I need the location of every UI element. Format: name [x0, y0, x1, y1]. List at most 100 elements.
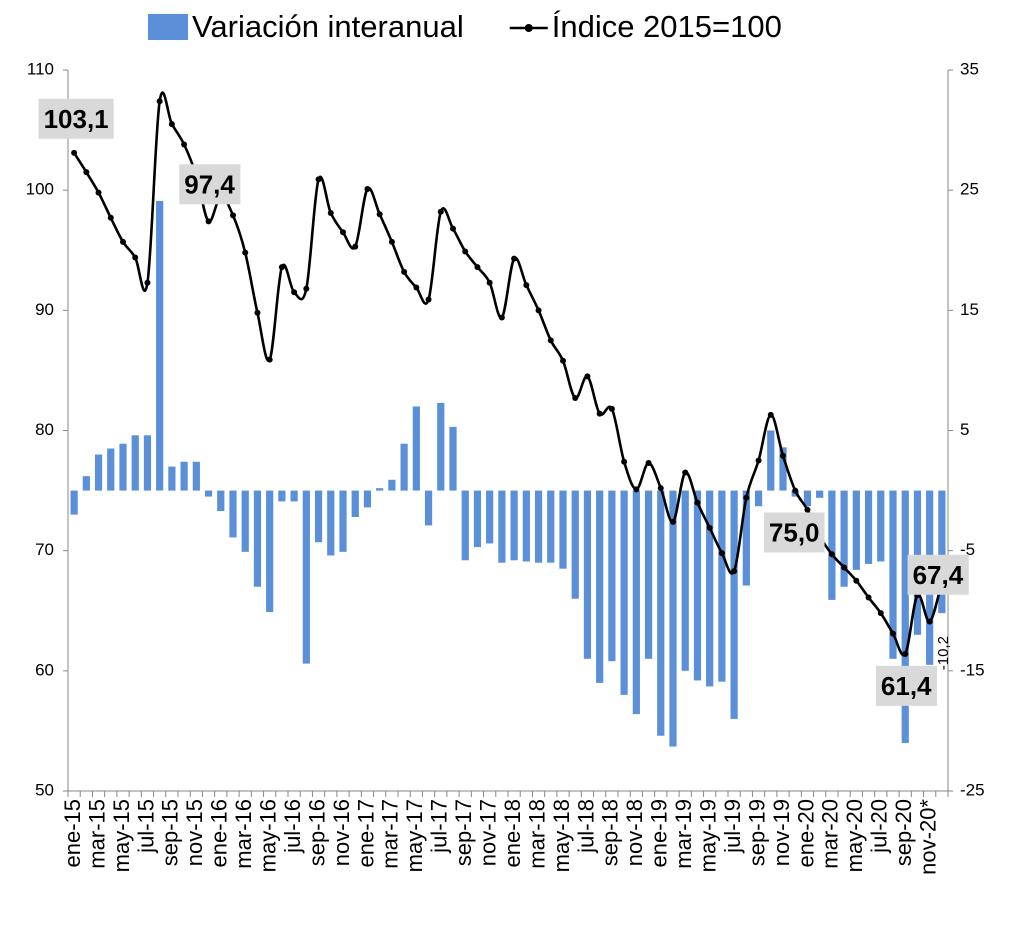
x-tick-label: sep-20: [891, 799, 916, 866]
index-marker: [107, 214, 114, 221]
bar: [779, 447, 787, 491]
y2-tick-label: 5: [960, 420, 969, 439]
index-marker: [547, 337, 554, 344]
index-marker: [437, 208, 444, 215]
index-marker: [278, 264, 285, 271]
index-marker: [364, 185, 371, 192]
y-tick-label: 90: [35, 300, 54, 319]
x-tick-label: may-16: [255, 799, 280, 872]
index-marker: [523, 282, 530, 289]
bar: [400, 443, 408, 491]
bar: [681, 490, 689, 671]
index-marker: [474, 264, 481, 271]
bar: [510, 490, 518, 561]
line-value-label: 67,4: [913, 560, 964, 590]
bar: [657, 490, 665, 736]
bar: [70, 490, 78, 515]
index-marker: [645, 459, 652, 466]
y2-tick-label: 35: [960, 59, 979, 78]
y2-tick-label: -15: [960, 660, 985, 679]
index-marker: [425, 296, 432, 303]
bar: [938, 490, 946, 614]
index-marker: [890, 630, 896, 637]
index-marker: [486, 279, 493, 286]
bar: [620, 490, 628, 695]
bar: [706, 490, 714, 687]
bar: [730, 490, 738, 719]
index-marker: [120, 238, 126, 245]
value-label-group: 75,0: [763, 512, 825, 553]
value-label-box: [875, 665, 938, 706]
index-marker: [853, 577, 860, 584]
bar: [314, 490, 323, 543]
value-label-box: [907, 554, 969, 595]
index-marker: [181, 141, 188, 148]
index-marker: [877, 610, 884, 617]
bar: [559, 490, 567, 569]
bar: [192, 461, 200, 491]
bar: [168, 466, 176, 491]
bar: [498, 490, 506, 563]
index-marker: [718, 550, 725, 557]
index-marker: [462, 248, 469, 255]
bar: [327, 490, 335, 556]
x-tick-label: sep-18: [598, 799, 623, 866]
bar: [608, 490, 616, 662]
bar: [253, 490, 262, 587]
bar: [82, 476, 90, 491]
x-tick-label: nov-18: [622, 799, 647, 866]
index-marker: [450, 225, 456, 232]
index-marker: [608, 405, 615, 412]
bar: [412, 406, 420, 491]
x-tick-label: nov-19: [769, 799, 794, 866]
index-marker: [71, 149, 78, 156]
legend-label: Variación interanual: [192, 9, 464, 44]
x-tick-label: may-18: [549, 799, 574, 872]
bar: [718, 490, 726, 682]
index-marker: [340, 229, 346, 236]
bar: [791, 490, 799, 497]
y2-tick-label: -5: [960, 540, 975, 559]
x-tick-label: sep-16: [304, 799, 329, 866]
index-marker: [755, 457, 762, 464]
legend-marker: [524, 24, 533, 32]
x-tick-label: mar-19: [671, 799, 696, 869]
x-tick-label: nov-16: [329, 799, 354, 866]
value-label-box: [179, 164, 241, 205]
bar: [693, 490, 702, 681]
y2-tick-label: 15: [960, 300, 979, 319]
y-tick-label: 100: [26, 180, 54, 199]
bar: [461, 490, 469, 561]
index-marker: [596, 410, 603, 417]
value-label-group: 97,4: [179, 164, 241, 205]
line-value-label: 97,4: [184, 169, 235, 199]
bar: [828, 490, 836, 600]
index-marker: [95, 189, 102, 196]
legend-swatch: [148, 14, 188, 40]
index-marker: [926, 618, 933, 625]
x-tick-label: nov-17: [475, 799, 500, 866]
x-tick-label: may-15: [109, 799, 134, 872]
bar: [363, 490, 372, 508]
index-marker: [498, 314, 505, 321]
index-marker: [315, 176, 322, 183]
bar: [351, 490, 359, 518]
y-tick-label: 50: [35, 780, 54, 799]
bar: [742, 490, 750, 586]
x-tick-label: jul-15: [133, 799, 158, 854]
x-tick-label: sep-15: [158, 799, 183, 866]
bar: [816, 490, 824, 498]
index-marker: [804, 506, 811, 513]
index-marker: [828, 551, 835, 558]
bar: [803, 490, 812, 507]
bar: [204, 490, 213, 497]
line-value-label: 103,1: [44, 104, 109, 134]
bar: [596, 490, 604, 683]
index-marker: [266, 356, 273, 363]
bar: [632, 490, 640, 715]
value-label-box: [38, 98, 114, 139]
x-tick-label: jul-16: [280, 799, 305, 854]
bar: [119, 443, 127, 491]
bar: [302, 490, 310, 664]
